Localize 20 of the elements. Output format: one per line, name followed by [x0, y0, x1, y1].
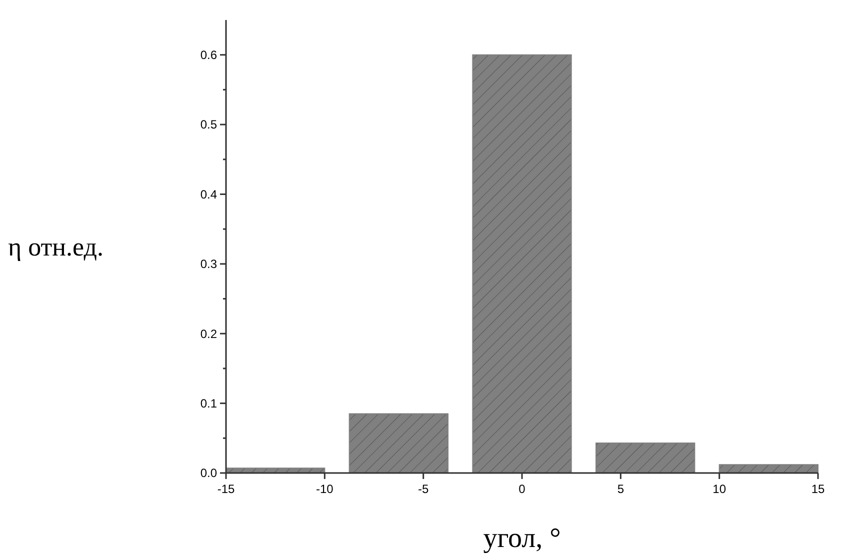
y-tick-label: 0.0: [200, 466, 218, 480]
bar: [718, 464, 818, 474]
y-tick-label: 0.2: [200, 326, 218, 341]
y-tick-label: 0.6: [200, 48, 218, 62]
y-tick-label: 0.5: [200, 118, 218, 132]
x-tick-label: 0: [518, 482, 526, 496]
y-tick-label: 0.4: [200, 187, 218, 202]
x-tick-label: 5: [617, 482, 624, 496]
bar: [472, 54, 572, 474]
x-axis-title: угол, °: [483, 523, 561, 554]
x-tick-label: -15: [217, 482, 235, 496]
x-tick-label: -5: [418, 482, 429, 496]
bar: [348, 413, 448, 474]
x-tick-label: -10: [316, 482, 334, 496]
x-tick-label: 15: [811, 482, 825, 496]
x-tick-label: 10: [712, 482, 726, 496]
y-axis-title: η отн.ед.: [8, 232, 104, 262]
y-tick-label: 0.3: [200, 257, 218, 272]
bar: [596, 442, 696, 474]
y-tick-label: 0.1: [200, 396, 218, 411]
